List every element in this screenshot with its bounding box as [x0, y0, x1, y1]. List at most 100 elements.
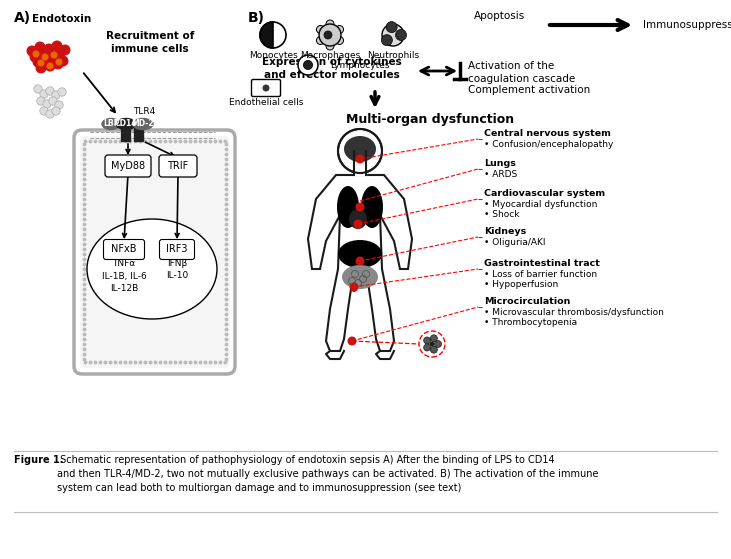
Ellipse shape [116, 119, 136, 130]
Circle shape [45, 61, 55, 71]
Text: Lymphocytes: Lymphocytes [330, 60, 390, 69]
Text: CD14: CD14 [115, 120, 137, 129]
Circle shape [336, 36, 344, 45]
Text: Kidneys: Kidneys [484, 227, 526, 236]
Wedge shape [260, 22, 273, 48]
Circle shape [34, 85, 42, 93]
Text: Endotoxin: Endotoxin [32, 14, 91, 24]
Ellipse shape [87, 219, 217, 319]
Text: Expression of cytokines
and effector molecules: Expression of cytokines and effector mol… [262, 57, 402, 80]
Text: Multi-organ dysfunction: Multi-organ dysfunction [346, 113, 514, 126]
Circle shape [33, 57, 43, 67]
Circle shape [431, 346, 437, 353]
Text: • Myocardial dysfunction: • Myocardial dysfunction [484, 200, 597, 209]
Text: NFxB: NFxB [111, 244, 137, 254]
Circle shape [58, 56, 68, 66]
Circle shape [434, 340, 442, 348]
Circle shape [39, 90, 48, 98]
Circle shape [354, 220, 363, 229]
Ellipse shape [349, 209, 367, 229]
Text: Apoptosis: Apoptosis [474, 11, 526, 21]
Circle shape [319, 24, 341, 46]
Circle shape [30, 52, 39, 62]
Text: • Loss of barrier function: • Loss of barrier function [484, 270, 597, 279]
Circle shape [355, 154, 365, 163]
Circle shape [52, 107, 60, 115]
Bar [121, 125, 130, 141]
Circle shape [37, 97, 45, 105]
Circle shape [42, 55, 52, 65]
Text: • Shock: • Shock [484, 210, 520, 219]
Text: Activation of the
coagulation cascade: Activation of the coagulation cascade [468, 61, 575, 84]
Circle shape [48, 63, 53, 69]
Circle shape [55, 101, 63, 109]
Circle shape [382, 24, 404, 46]
Text: Endothelial cells: Endothelial cells [229, 98, 303, 107]
Circle shape [50, 53, 60, 63]
Text: MD-2: MD-2 [132, 120, 154, 129]
Text: Immunosuppression: Immunosuppression [643, 20, 731, 30]
Circle shape [42, 54, 48, 60]
FancyBboxPatch shape [159, 239, 194, 259]
Bar [134, 125, 143, 141]
Ellipse shape [342, 265, 378, 289]
Circle shape [48, 51, 57, 61]
Circle shape [303, 60, 312, 69]
FancyBboxPatch shape [80, 136, 230, 368]
Circle shape [43, 100, 51, 108]
Text: LBP: LBP [103, 120, 119, 129]
Circle shape [326, 20, 334, 28]
Circle shape [44, 44, 54, 54]
Text: IFNβ
IL-10: IFNβ IL-10 [166, 259, 188, 281]
Ellipse shape [344, 136, 376, 162]
FancyBboxPatch shape [251, 79, 281, 97]
Circle shape [424, 344, 431, 351]
Text: B): B) [248, 11, 265, 25]
Circle shape [60, 45, 69, 55]
FancyBboxPatch shape [104, 239, 145, 259]
Text: Microcirculation: Microcirculation [484, 297, 570, 306]
Ellipse shape [361, 186, 383, 228]
Ellipse shape [338, 240, 382, 268]
Ellipse shape [102, 119, 120, 130]
Circle shape [27, 46, 37, 56]
Circle shape [349, 282, 358, 291]
Text: Neutrophils: Neutrophils [367, 51, 419, 60]
Text: Schematic representation of pathophysiology of endotoxin sepsis A) After the bin: Schematic representation of pathophysiol… [57, 455, 599, 493]
Circle shape [260, 22, 286, 48]
Text: Figure 1.: Figure 1. [14, 455, 64, 465]
Circle shape [39, 107, 48, 115]
Circle shape [386, 22, 397, 32]
Circle shape [419, 331, 445, 357]
Circle shape [38, 49, 48, 59]
Circle shape [51, 52, 57, 58]
Text: TRIF: TRIF [167, 161, 189, 171]
Text: Complement activation: Complement activation [468, 85, 590, 95]
FancyBboxPatch shape [159, 155, 197, 177]
Circle shape [58, 88, 67, 96]
Text: Central nervous system: Central nervous system [484, 129, 611, 138]
Circle shape [33, 51, 39, 57]
Text: Gastrointestinal tract: Gastrointestinal tract [484, 259, 600, 268]
Text: TNFα
IL-1B, IL-6
IL-12B: TNFα IL-1B, IL-6 IL-12B [102, 259, 146, 293]
Text: • Confusion/encephalopathy: • Confusion/encephalopathy [484, 140, 613, 149]
Circle shape [395, 30, 406, 40]
Circle shape [347, 337, 357, 345]
Ellipse shape [133, 119, 153, 130]
Ellipse shape [337, 186, 359, 228]
Text: • Oliguria/AKI: • Oliguria/AKI [484, 238, 545, 247]
Text: Lungs: Lungs [484, 159, 516, 168]
Circle shape [355, 257, 365, 266]
Circle shape [49, 97, 57, 105]
Circle shape [317, 36, 325, 45]
Circle shape [46, 87, 54, 95]
Text: Cardiovascular system: Cardiovascular system [484, 189, 605, 198]
Circle shape [355, 202, 365, 211]
Circle shape [431, 335, 437, 342]
Text: MyD88: MyD88 [111, 161, 145, 171]
Circle shape [317, 26, 325, 34]
Circle shape [424, 337, 431, 344]
Circle shape [324, 31, 332, 39]
Circle shape [56, 48, 65, 58]
Circle shape [336, 26, 344, 34]
